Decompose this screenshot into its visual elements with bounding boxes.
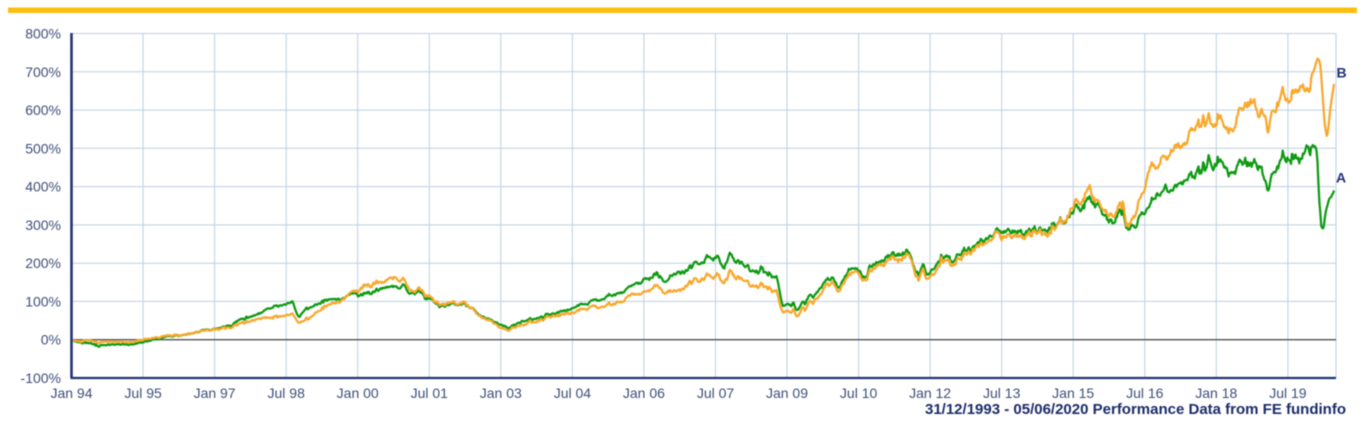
- svg-text:700%: 700%: [25, 64, 61, 80]
- svg-text:Jul 98: Jul 98: [268, 385, 306, 401]
- svg-text:100%: 100%: [25, 293, 61, 309]
- svg-text:Jan 94: Jan 94: [50, 385, 92, 401]
- svg-text:Jan 15: Jan 15: [1052, 385, 1094, 401]
- svg-text:400%: 400%: [25, 179, 61, 195]
- svg-text:-100%: -100%: [21, 370, 61, 386]
- svg-text:Jul 16: Jul 16: [1126, 385, 1164, 401]
- svg-text:600%: 600%: [25, 102, 61, 118]
- svg-text:Jul 13: Jul 13: [983, 385, 1021, 401]
- svg-text:Jul 01: Jul 01: [411, 385, 449, 401]
- svg-text:Jan 18: Jan 18: [1195, 385, 1237, 401]
- svg-text:Jan 12: Jan 12: [909, 385, 951, 401]
- svg-text:200%: 200%: [25, 255, 61, 271]
- svg-text:Jan 06: Jan 06: [623, 385, 665, 401]
- svg-text:31/12/1993 - 05/06/2020 Perfor: 31/12/1993 - 05/06/2020 Performance Data…: [925, 401, 1346, 418]
- svg-text:300%: 300%: [25, 217, 61, 233]
- svg-text:Jul 04: Jul 04: [554, 385, 592, 401]
- svg-text:800%: 800%: [25, 26, 61, 42]
- svg-text:Jan 97: Jan 97: [194, 385, 236, 401]
- svg-text:Jan 09: Jan 09: [766, 385, 808, 401]
- svg-text:Jul 07: Jul 07: [697, 385, 735, 401]
- svg-text:0%: 0%: [41, 332, 61, 348]
- svg-text:A: A: [1336, 170, 1346, 186]
- svg-text:500%: 500%: [25, 140, 61, 156]
- svg-text:B: B: [1337, 65, 1347, 81]
- svg-text:Jul 19: Jul 19: [1269, 385, 1307, 401]
- svg-text:Jul 95: Jul 95: [124, 385, 162, 401]
- svg-text:Jan 00: Jan 00: [337, 385, 379, 401]
- svg-text:Jul 10: Jul 10: [840, 385, 878, 401]
- svg-text:Jan 03: Jan 03: [480, 385, 522, 401]
